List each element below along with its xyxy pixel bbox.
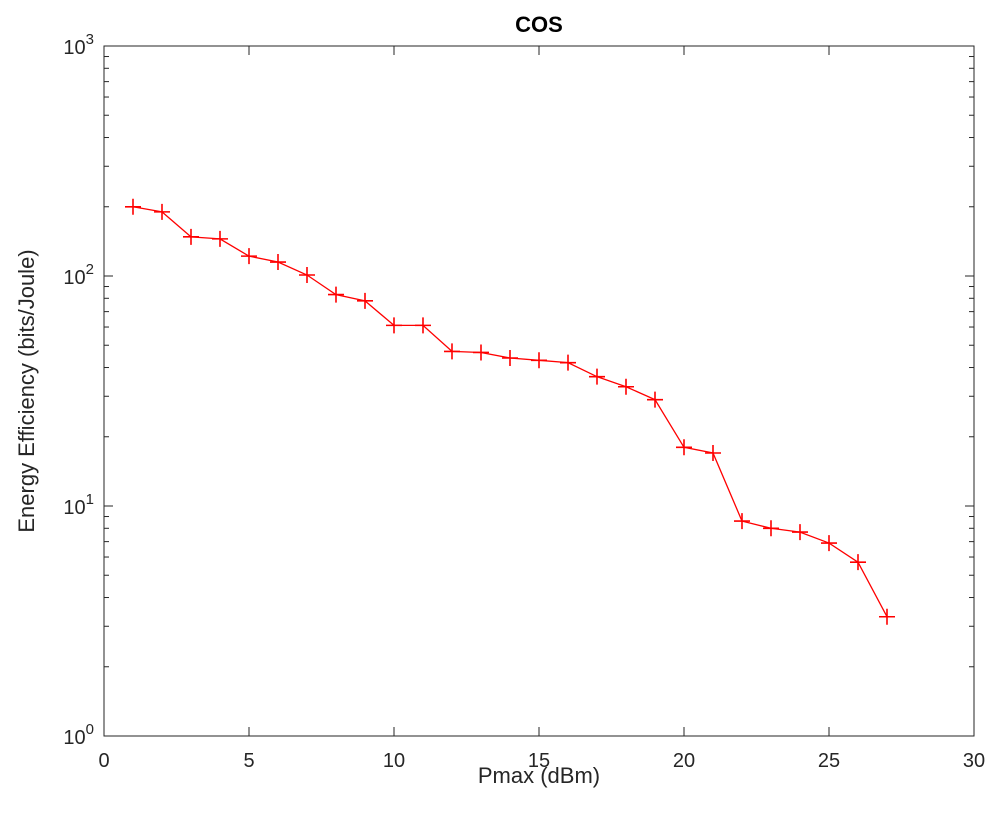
data-point-marker [357,292,373,309]
y-tick-label-exponent: 1 [86,491,94,508]
data-point-marker [386,317,402,334]
data-point-marker [763,520,779,537]
data-point-marker [850,554,866,571]
y-tick-label-exponent: 0 [86,721,94,738]
data-point-marker [647,391,663,408]
data-point-marker [415,317,431,334]
x-tick-labels: 0 5 10 15 20 25 30 [98,750,985,772]
x-tick-label: 25 [818,750,840,772]
data-point-marker [531,352,547,369]
data-point-marker [241,248,257,265]
x-tick-label: 0 [98,750,109,772]
data-point-marker [328,286,344,303]
y-tick-label-base: 10 [63,497,85,519]
y-tick-label-base: 10 [63,267,85,289]
y-tick-label: 103 [63,31,94,59]
data-point-marker [183,228,199,245]
y-axis-label: Energy Efficiency (bits/Joule) [14,249,39,532]
data-point-marker [299,267,315,284]
data-point-marker [560,354,576,371]
x-tick-label: 15 [528,750,550,772]
x-tick-label: 10 [383,750,405,772]
data-point-marker [473,344,489,361]
y-tick-label: 101 [63,491,94,519]
data-point-marker [618,378,634,395]
data-point-marker [734,513,750,530]
chart-title: COS [515,12,563,37]
x-tick-label: 30 [963,750,985,772]
y-tick-label-base: 10 [63,727,85,749]
series-layer [125,198,895,625]
y-tick-label-exponent: 3 [86,31,94,48]
x-tick-label: 5 [243,750,254,772]
data-point-marker [212,230,228,247]
y-tick-label-base: 10 [63,37,85,59]
data-point-marker [125,198,141,215]
y-tick-label: 102 [63,261,94,289]
data-point-marker [676,439,692,456]
data-point-marker [821,535,837,552]
plot-area [103,45,975,737]
axis-ticks [103,45,975,737]
x-tick-label: 20 [673,750,695,772]
data-point-marker [270,254,286,271]
data-point-marker [154,203,170,220]
y-tick-label: 100 [63,721,94,749]
y-tick-label-exponent: 2 [86,261,94,278]
data-point-marker [502,350,518,367]
data-point-marker [589,368,605,385]
x-axis-label: Pmax (dBm) [478,763,600,788]
data-point-marker [792,524,808,541]
data-point-marker [879,608,895,625]
data-point-marker [705,444,721,461]
data-point-marker [444,343,460,360]
